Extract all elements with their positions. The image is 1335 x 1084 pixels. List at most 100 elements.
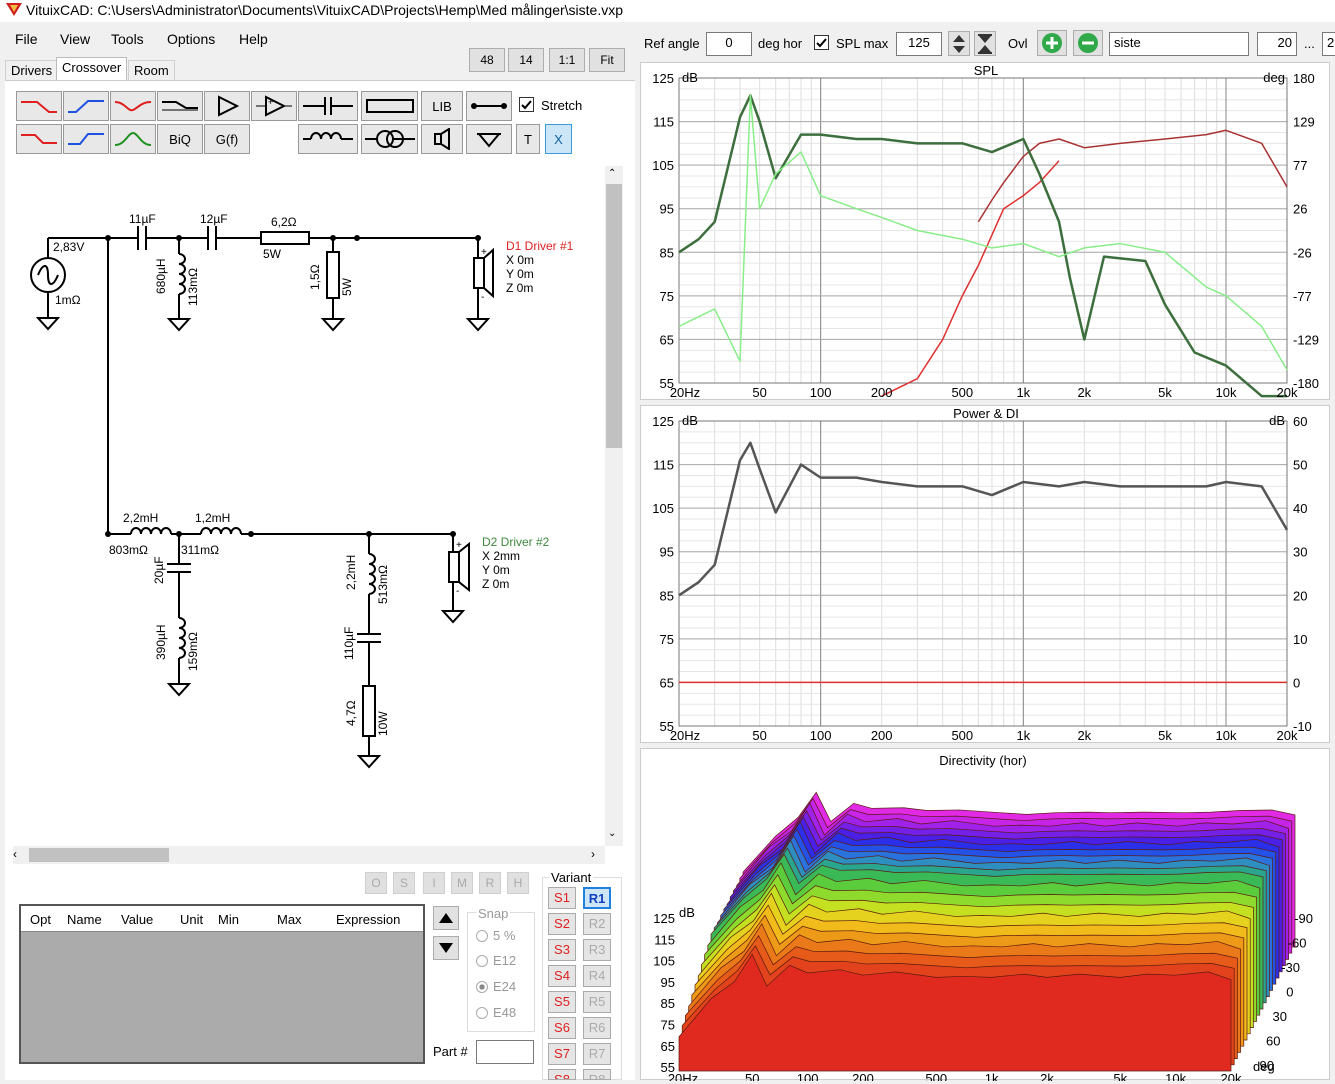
text-button[interactable]: T <box>516 124 540 154</box>
transformer-tool[interactable] <box>361 124 418 154</box>
highpass2-blue-tool[interactable] <box>63 124 109 154</box>
col-max[interactable]: Max <box>277 912 302 927</box>
menu-tools[interactable]: Tools <box>111 31 144 47</box>
notch-red-tool[interactable] <box>110 91 156 121</box>
col-name[interactable]: Name <box>67 912 102 927</box>
add-overlay-button[interactable] <box>1037 30 1067 56</box>
y-axis-label: dB <box>682 413 698 428</box>
tab-drivers[interactable]: Drivers <box>5 60 59 80</box>
variant-r5[interactable]: R5 <box>583 991 611 1013</box>
spl-chart[interactable]: SPL dB deg 125 115 105 95 85 75 65 55 180 129 77 26 -26… <box>641 63 1331 401</box>
h-button[interactable]: H <box>507 872 529 894</box>
snap-e48-radio[interactable]: E48 <box>476 1005 516 1020</box>
inductor-tool[interactable] <box>298 124 358 154</box>
s-button[interactable]: S <box>393 872 415 894</box>
variant-s3[interactable]: S3 <box>548 939 576 961</box>
variant-s7[interactable]: S7 <box>548 1043 576 1065</box>
y-tick-label: 125 <box>652 71 674 86</box>
menu-file[interactable]: File <box>15 31 38 47</box>
variant-r1[interactable]: R1 <box>583 887 611 909</box>
col-value[interactable]: Value <box>121 912 154 927</box>
biquad-button[interactable]: BiQ <box>157 124 203 154</box>
wire-tool[interactable] <box>466 91 512 121</box>
variant-s2[interactable]: S2 <box>548 913 576 935</box>
variant-r8[interactable]: R8 <box>583 1069 611 1080</box>
menu-help[interactable]: Help <box>239 31 268 47</box>
highpass-blue-tool[interactable] <box>63 91 109 121</box>
bandpass-green-tool[interactable] <box>110 124 156 154</box>
power-di-chart[interactable]: Power & DI dB dB 125 115 105 95 85 75 65 55 60 50 40 3… <box>641 406 1331 744</box>
part-input[interactable] <box>476 1040 534 1064</box>
i-button[interactable]: I <box>423 872 445 894</box>
gf-button[interactable]: G(f) <box>204 124 250 154</box>
opamp-tool[interactable]: + <box>251 91 297 121</box>
scroll-up-icon[interactable]: ⌃ <box>608 168 617 179</box>
spl-updown-button[interactable] <box>948 31 970 56</box>
zoom-14-button[interactable]: 14 <box>508 48 544 72</box>
tab-room[interactable]: Room <box>128 60 175 80</box>
overlay-name-input[interactable]: siste <box>1109 32 1249 56</box>
col-unit[interactable]: Unit <box>180 912 204 927</box>
variant-s5[interactable]: S5 <box>548 991 576 1013</box>
lowpass-red-tool[interactable] <box>16 91 62 121</box>
col-min[interactable]: Min <box>218 912 239 927</box>
menu-view[interactable]: View <box>60 31 91 47</box>
vscroll-thumb[interactable] <box>606 184 622 448</box>
r-button[interactable]: R <box>479 872 501 894</box>
x-tick-label: 20k <box>1277 385 1298 400</box>
capacitor-tool[interactable] <box>298 91 358 121</box>
collapse-icon <box>978 33 992 54</box>
overlay-count-input[interactable]: 20 <box>1257 32 1297 56</box>
tab-crossover[interactable]: Crossover <box>56 57 128 81</box>
library-button[interactable]: LIB <box>421 91 463 121</box>
optimizer-table[interactable]: Opt Name Value Unit Min Max Expression <box>19 904 425 1064</box>
variant-s1[interactable]: S1 <box>548 887 576 909</box>
resistor-tool[interactable] <box>361 91 418 121</box>
zoom-1to1-button[interactable]: 1:1 <box>549 48 585 72</box>
snap-e12-radio[interactable]: E12 <box>476 953 516 968</box>
variant-r4[interactable]: R4 <box>583 965 611 987</box>
chart-title: Power & DI <box>953 406 1019 421</box>
variant-s4[interactable]: S4 <box>548 965 576 987</box>
move-down-button[interactable] <box>433 936 459 960</box>
zoom-fit-button[interactable]: Fit <box>589 48 625 72</box>
ground-tool[interactable] <box>466 124 512 154</box>
vertical-scrollbar[interactable]: ⌃ ⌄ <box>605 166 623 846</box>
variant-r3[interactable]: R3 <box>583 939 611 961</box>
shelf-tool[interactable] <box>157 91 203 121</box>
col-opt[interactable]: Opt <box>30 912 51 927</box>
m-button[interactable]: M <box>451 872 473 894</box>
driver-tool[interactable] <box>421 124 463 154</box>
snap-5-radio[interactable]: 5 % <box>476 928 515 943</box>
spl-max-input[interactable]: 125 <box>896 32 942 56</box>
variant-r6[interactable]: R6 <box>583 1017 611 1039</box>
variant-r2[interactable]: R2 <box>583 913 611 935</box>
more-label[interactable]: ... <box>1304 36 1315 51</box>
scroll-right-icon[interactable]: › <box>591 847 595 861</box>
spl-reset-button[interactable] <box>974 31 996 56</box>
extra-input[interactable]: 2 <box>1322 32 1335 56</box>
zoom-48-button[interactable]: 48 <box>469 48 505 72</box>
ref-angle-input[interactable]: 0 <box>706 32 752 56</box>
move-up-button[interactable] <box>433 906 459 930</box>
snap-e24-radio[interactable]: E24 <box>476 979 516 994</box>
hscroll-thumb[interactable] <box>29 848 169 862</box>
stretch-checkbox[interactable] <box>519 97 534 112</box>
lowpass2-red-tool[interactable] <box>16 124 62 154</box>
spl-max-checkbox[interactable] <box>814 35 829 50</box>
menu-options[interactable]: Options <box>167 31 216 47</box>
col-expression[interactable]: Expression <box>336 912 401 927</box>
x-button[interactable]: X <box>545 124 572 154</box>
horizontal-scrollbar[interactable]: ‹ › <box>13 846 605 864</box>
variant-r7[interactable]: R7 <box>583 1043 611 1065</box>
variant-s6[interactable]: S6 <box>548 1017 576 1039</box>
schematic-canvas[interactable]: 2,83V 1mΩ 11µF 12µF 6,2Ω 5W 680µH 113mΩ … <box>13 166 604 846</box>
directivity-chart[interactable]: Directivity (hor)dB125115105958575655520… <box>641 749 1331 1084</box>
buffer-tool[interactable] <box>204 91 250 121</box>
variant-s8[interactable]: S8 <box>548 1069 576 1080</box>
transformer-icon <box>364 130 415 148</box>
o-button[interactable]: O <box>365 872 387 894</box>
scroll-down-icon[interactable]: ⌄ <box>608 828 617 839</box>
scroll-left-icon[interactable]: ‹ <box>13 847 17 861</box>
remove-overlay-button[interactable] <box>1073 30 1103 56</box>
